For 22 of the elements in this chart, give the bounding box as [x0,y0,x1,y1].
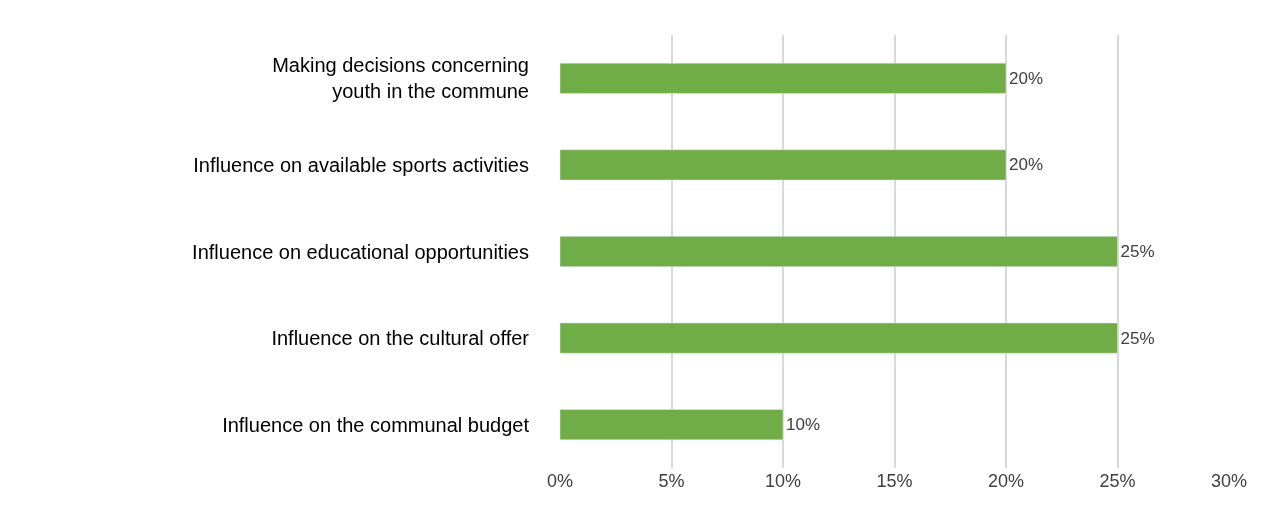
y-tick-label: Influence on available sports activities [193,153,529,176]
x-tick-label: 5% [658,471,685,491]
data-label: 25% [1120,241,1155,261]
bar [560,236,1118,267]
x-tick-label: 0% [546,471,574,491]
data-label: 10% [786,415,821,435]
data-label: 25% [1120,328,1155,348]
x-tick-label: 20% [987,471,1025,491]
data-label: 20% [1009,68,1044,88]
y-tick-label: Making decisions concerning youth in the commune [272,54,529,103]
data-label: 20% [1009,155,1044,175]
x-tick-label: 10% [764,471,802,491]
x-tick-label: 30% [1210,471,1248,491]
bar [560,149,1007,181]
bar [560,409,784,441]
bar [560,62,1007,94]
y-tick-label: Influence on the cultural offer [271,327,530,350]
bar [560,322,1118,354]
x-tick-label: 25% [1099,471,1136,491]
x-tick-label: 15% [876,471,913,491]
y-tick-label: Influence on educational opportunities [192,240,529,263]
y-tick-label: Influence on the communal budget [222,413,530,436]
